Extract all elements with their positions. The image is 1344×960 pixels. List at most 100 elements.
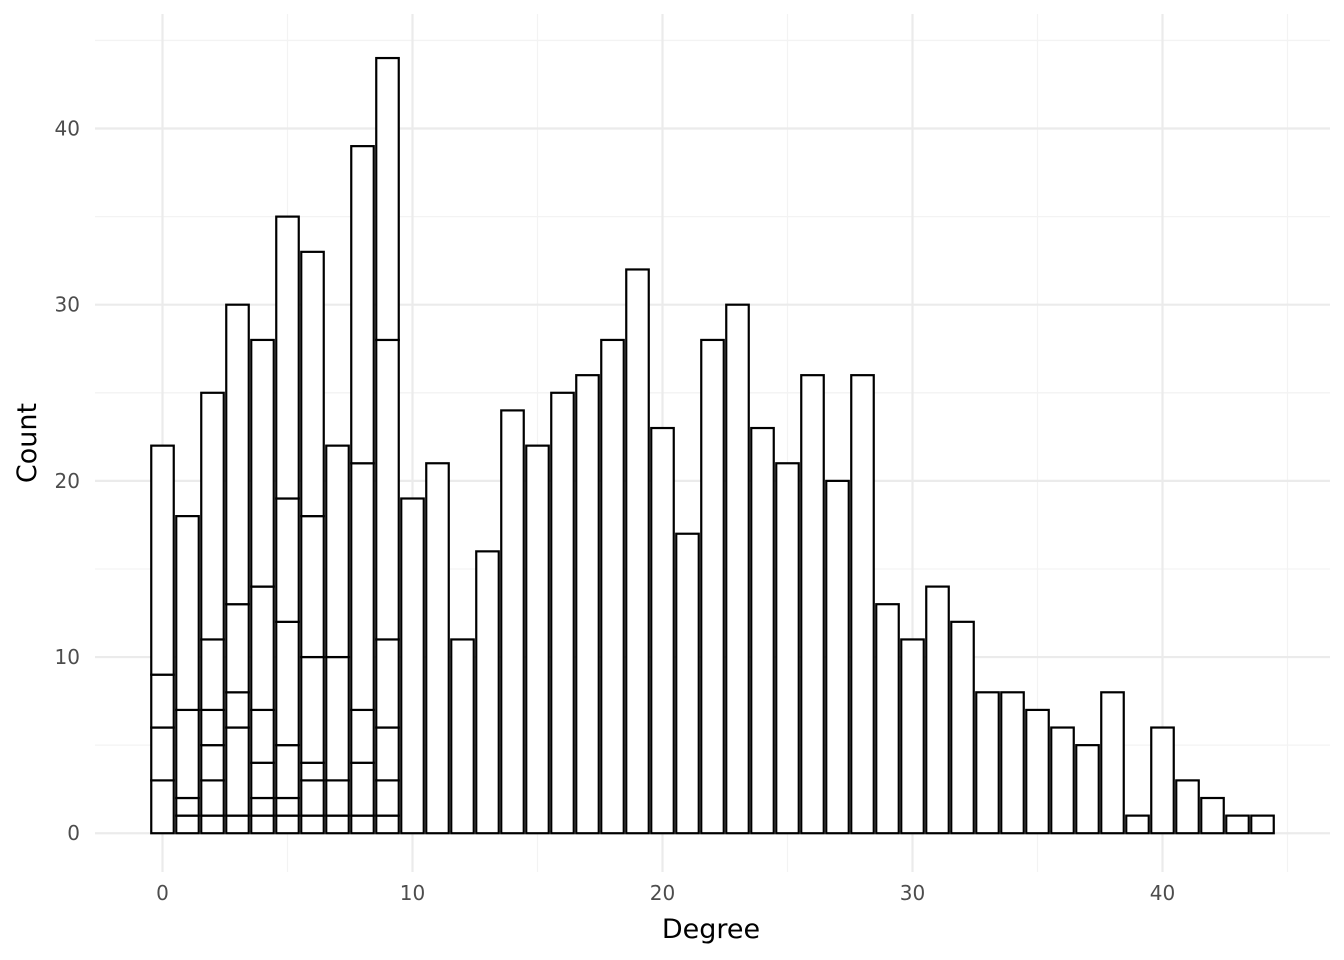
histogram-bar (450, 638, 475, 835)
histogram-bar-segment (275, 620, 300, 747)
histogram-bar (1150, 726, 1175, 835)
histogram-bar-segment (350, 761, 375, 817)
histogram-bar-segment (275, 215, 300, 500)
histogram-bar-segment (775, 462, 800, 835)
histogram-bar-segment (300, 515, 325, 659)
x-tick-label: 0 (156, 881, 169, 905)
histogram-bar (500, 409, 525, 835)
histogram-bar-segment (175, 708, 200, 800)
histogram-bar (150, 444, 175, 835)
histogram-bar-segment (150, 779, 175, 835)
histogram-bar (875, 603, 900, 835)
histogram-bar-segment (250, 796, 275, 817)
y-tick-label: 30 (55, 293, 80, 317)
histogram-bar-segment (225, 303, 250, 606)
histogram-bar (1050, 726, 1075, 835)
histogram-bar (1250, 814, 1275, 835)
x-tick-label: 30 (900, 881, 925, 905)
histogram-bar-segment (975, 691, 1000, 835)
histogram-bar (600, 338, 625, 835)
histogram-bar-segment (175, 814, 200, 835)
histogram-bar-segment (300, 655, 325, 764)
histogram-bar-segment (375, 56, 400, 342)
histogram-bar-segment (1125, 814, 1150, 835)
histogram-bar (1100, 691, 1125, 835)
histogram-bar (925, 585, 950, 835)
histogram-bar-segment (325, 779, 350, 817)
histogram-bar (275, 215, 300, 835)
histogram-bar-segment (300, 250, 325, 518)
histogram-bar-segment (400, 497, 425, 835)
histogram-bar-segment (175, 796, 200, 817)
histogram-bar-segment (850, 374, 875, 835)
histogram-bar-segment (150, 673, 175, 729)
histogram-bar-segment (750, 426, 775, 835)
histogram-bar-segment (200, 814, 225, 835)
histogram-bar-segment (150, 726, 175, 782)
histogram-bar (525, 444, 550, 835)
histogram-bar (575, 374, 600, 835)
histogram-bar-segment (200, 638, 225, 712)
histogram-bar-segment (300, 761, 325, 782)
histogram-bar (325, 444, 350, 835)
histogram-bar-segment (350, 462, 375, 712)
histogram-bar-segment (550, 391, 575, 835)
histogram-bar-segment (175, 515, 200, 712)
histogram-bar (825, 479, 850, 835)
histogram-bar-segment (875, 603, 900, 835)
histogram-bar (650, 426, 675, 835)
histogram-bar-segment (275, 796, 300, 817)
histogram-bar-segment (1025, 708, 1050, 835)
y-tick-label: 40 (55, 117, 80, 141)
histogram-bar-segment (300, 779, 325, 817)
histogram-bar (725, 303, 750, 835)
x-axis-title: Degree (662, 914, 760, 945)
histogram-bar-segment (450, 638, 475, 835)
histogram-bar-segment (1225, 814, 1250, 835)
histogram-bar (375, 56, 400, 835)
histogram-bar-segment (525, 444, 550, 835)
histogram-bar-segment (250, 761, 275, 800)
histogram-bar-segment (575, 374, 600, 835)
histogram-bar-segment (700, 338, 725, 835)
histogram-bar-segment (200, 779, 225, 817)
histogram-bar-segment (225, 814, 250, 835)
histogram-bar-segment (275, 497, 300, 623)
y-tick-label: 10 (55, 645, 80, 669)
histogram-bar (550, 391, 575, 835)
histogram-bar (425, 462, 450, 835)
histogram-bar-segment (925, 585, 950, 835)
histogram-bar (1075, 744, 1100, 835)
histogram-bar-segment (275, 814, 300, 835)
histogram-bar (800, 374, 825, 835)
histogram-bar (1125, 814, 1150, 835)
histogram-bar-segment (625, 268, 650, 835)
histogram-bar-segment (475, 550, 500, 835)
histogram-bar-segment (825, 479, 850, 835)
histogram-bar-segment (1100, 691, 1125, 835)
histogram-bar (200, 391, 225, 835)
histogram-bar-segment (1150, 726, 1175, 835)
histogram-bar-segment (350, 814, 375, 835)
histogram-bar (750, 426, 775, 835)
histogram-bar-segment (375, 814, 400, 835)
histogram-bar-segment (150, 444, 175, 676)
histogram-bar-segment (375, 638, 400, 729)
histogram-bar (900, 638, 925, 835)
histogram-bar (225, 303, 250, 835)
histogram-bar (1175, 779, 1200, 835)
histogram-bar (175, 515, 200, 835)
histogram-bar (700, 338, 725, 835)
histogram-bar (675, 532, 700, 835)
histogram-bar-segment (1250, 814, 1275, 835)
histogram-bar-segment (200, 708, 225, 747)
histogram-bar (625, 268, 650, 835)
histogram-bar (300, 250, 325, 835)
histogram-bar-segment (250, 708, 275, 764)
histogram-bar-segment (500, 409, 525, 835)
histogram-bar-segment (375, 779, 400, 817)
histogram-bar-segment (1200, 796, 1225, 835)
y-axis-title: Count (12, 403, 43, 483)
histogram-bar-segment (1075, 744, 1100, 835)
